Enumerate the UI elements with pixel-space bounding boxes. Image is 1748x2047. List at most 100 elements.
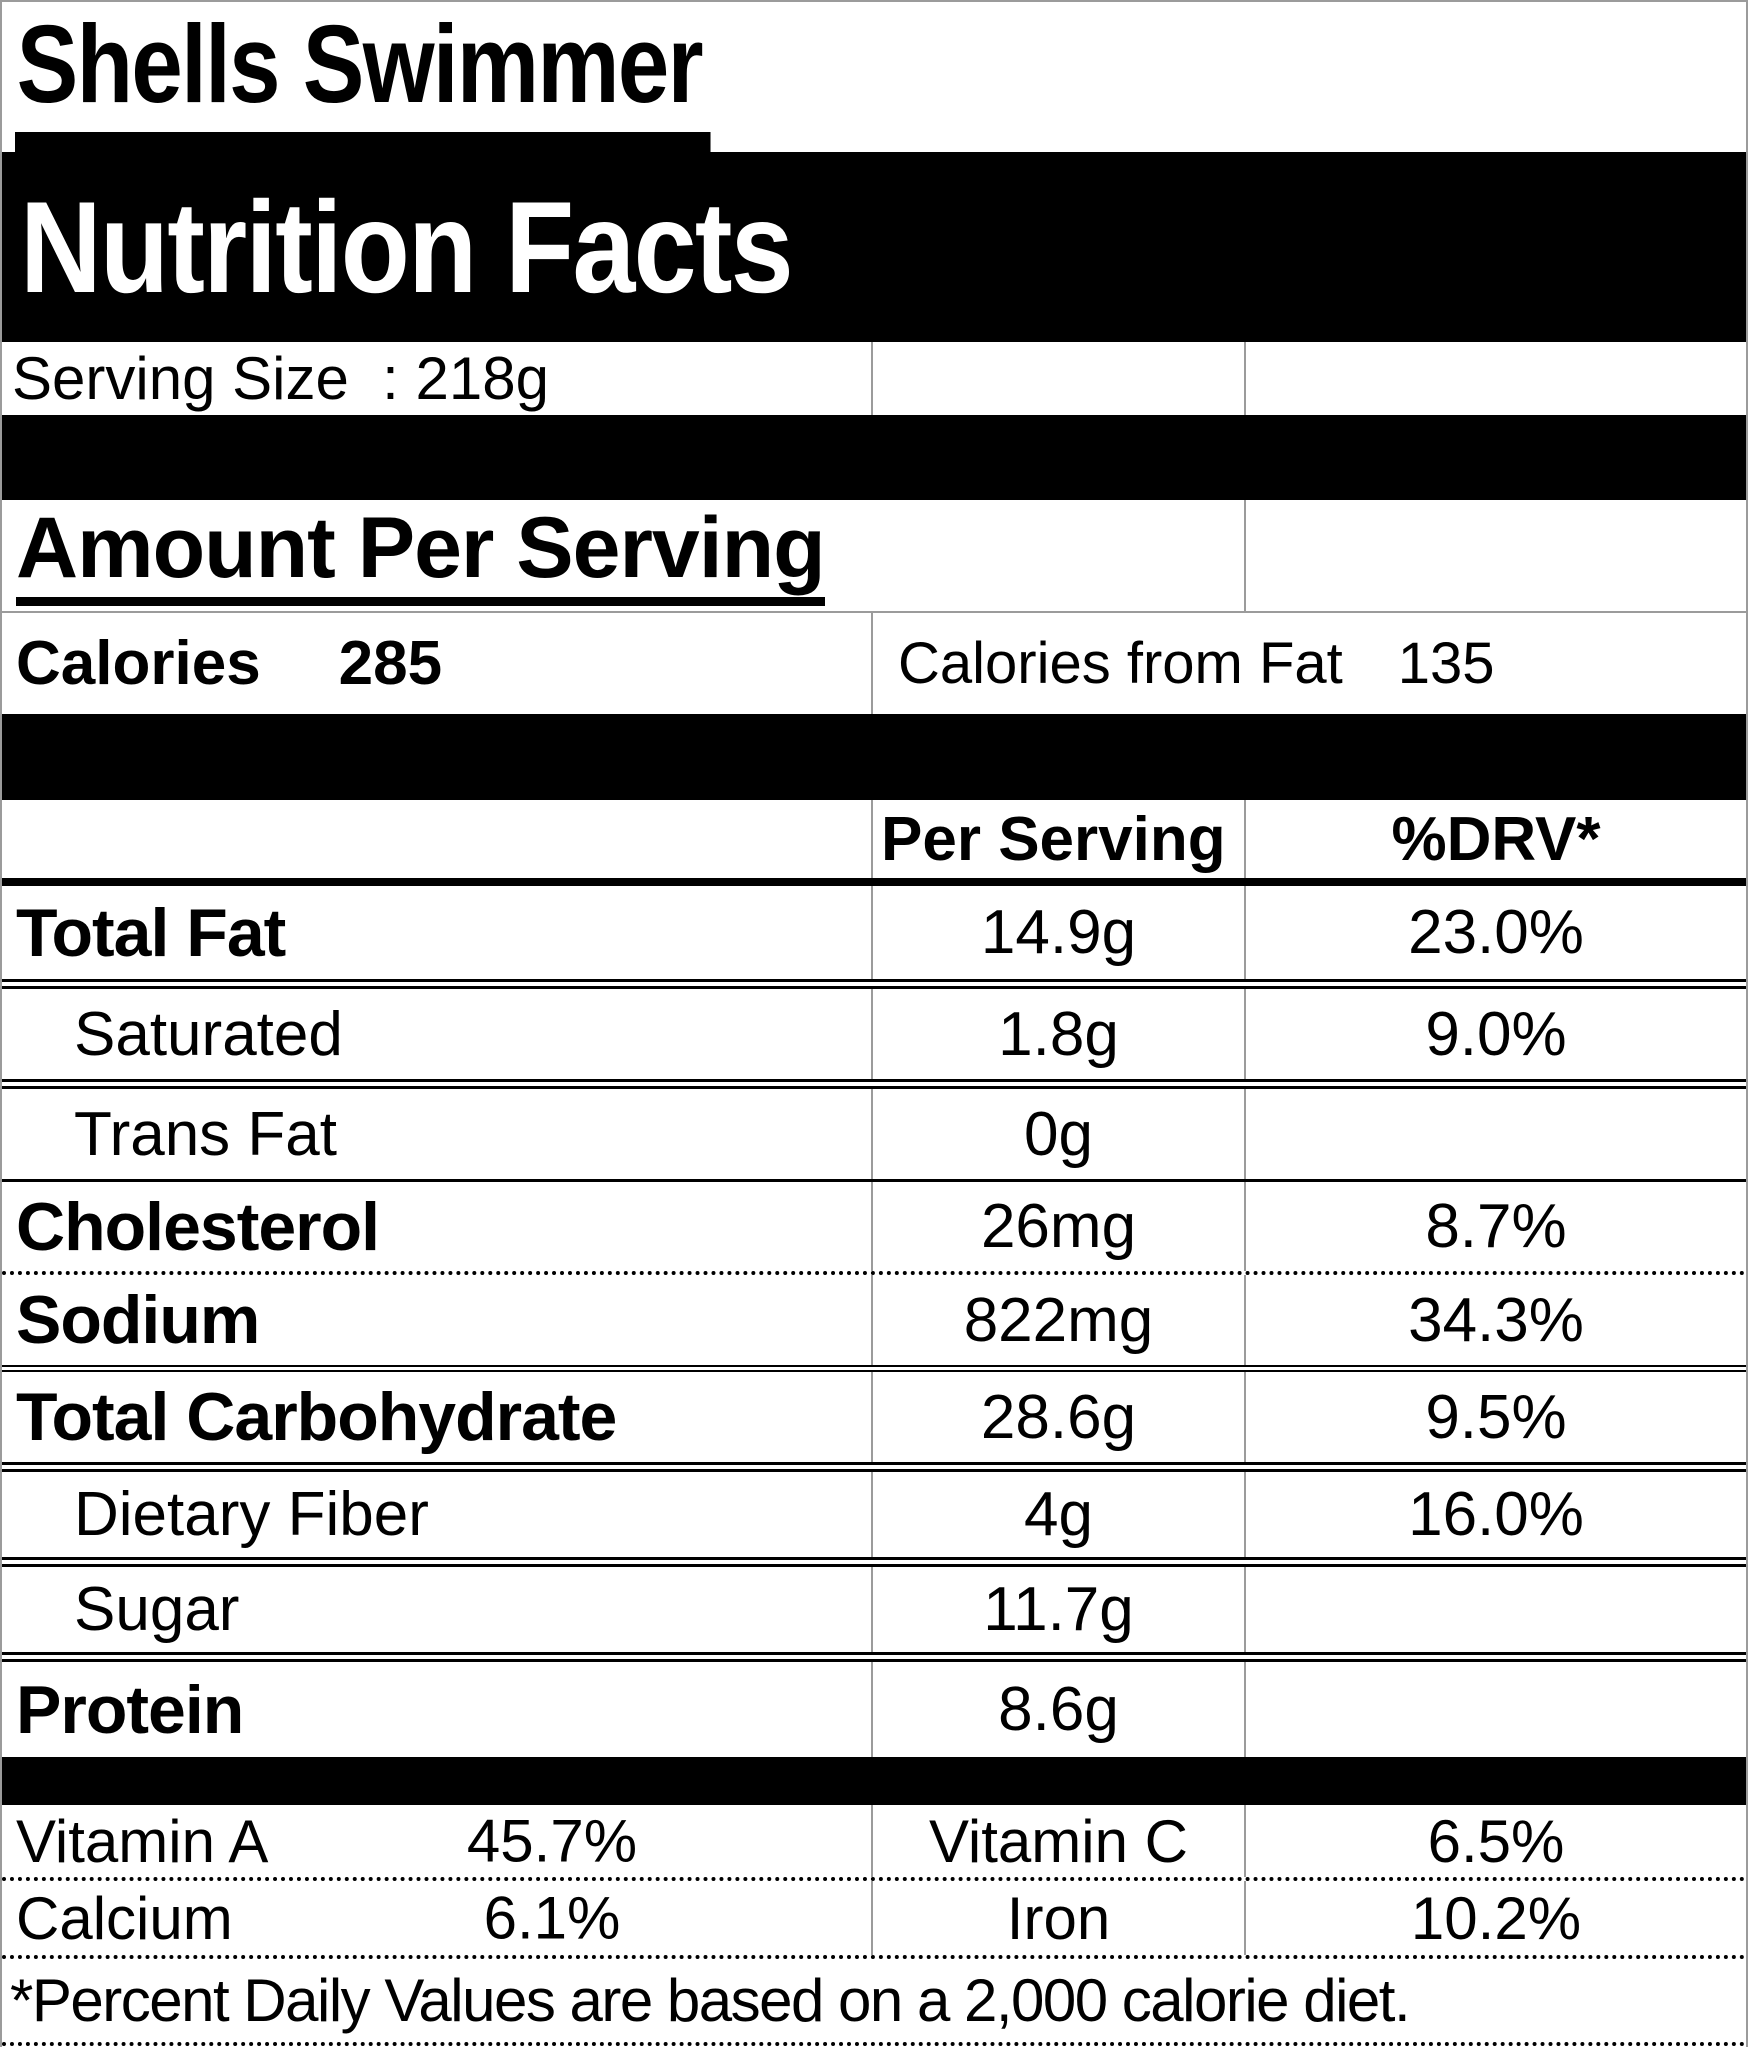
footnote-row: *Percent Daily Values are based on a 2,0… xyxy=(2,1959,1746,2046)
micronutrient-row-1: Vitamin A 45.7% Vitamin C 6.5% xyxy=(2,1805,1746,1881)
nutrient-name: Total Fat xyxy=(16,894,286,971)
footnote-text: *Percent Daily Values are based on a 2,0… xyxy=(10,1967,1411,2034)
serving-size-cell: Serving Size : 218g xyxy=(2,342,871,415)
divider-bar-1 xyxy=(2,415,1746,500)
vitamin-c-label: Vitamin C xyxy=(929,1807,1188,1875)
nutrient-row-saturated: Saturated 1.8g 9.0% xyxy=(2,989,1746,1089)
nutrient-row-sugar: Sugar 11.7g xyxy=(2,1567,1746,1662)
serving-empty-cell-2 xyxy=(1244,342,1746,415)
nutrient-name-cell: Trans Fat xyxy=(2,1089,871,1179)
nutrient-amount: 1.8g xyxy=(998,999,1119,1069)
nutrient-drv: 9.5% xyxy=(1425,1382,1567,1452)
calories-from-fat-label: Calories from Fat xyxy=(898,631,1343,696)
nutrient-amount: 14.9g xyxy=(980,898,1137,967)
calcium-value: 6.1% xyxy=(483,1884,621,1952)
nutrient-amount: 0g xyxy=(1024,1099,1093,1169)
nutrient-amount: 26mg xyxy=(980,1192,1137,1261)
nutrient-drv: 34.3% xyxy=(1408,1285,1584,1355)
vitamin-a-cell: Vitamin A 45.7% xyxy=(2,1805,871,1877)
iron-cell: Iron xyxy=(871,1881,1244,1955)
product-name: Shells Swimmer xyxy=(15,10,711,152)
calories-from-fat-cell: Calories from Fat 135 xyxy=(871,613,1746,714)
nutrient-drv-cell xyxy=(1244,1662,1746,1757)
nutrient-name-cell: Saturated xyxy=(2,989,871,1079)
nutrient-drv-cell: 9.0% xyxy=(1244,989,1746,1079)
amount-row-empty-cell xyxy=(1244,500,1746,611)
nutrient-amount: 11.7g xyxy=(983,1575,1134,1644)
nutrient-drv-cell: 34.3% xyxy=(1244,1275,1746,1365)
nutrient-amount-cell: 26mg xyxy=(871,1182,1244,1271)
micronutrient-row-2: Calcium 6.1% Iron 10.2% xyxy=(2,1881,1746,1959)
iron-label: Iron xyxy=(1006,1884,1111,1952)
calcium-cell: Calcium 6.1% xyxy=(2,1881,871,1955)
nutrient-name-cell: Sodium xyxy=(2,1275,871,1365)
nutrient-row-cholesterol: Cholesterol 26mg 8.7% xyxy=(2,1182,1746,1275)
serving-size-row: Serving Size : 218g xyxy=(2,342,1746,415)
nutrient-name-cell: Total Fat xyxy=(2,886,871,979)
drv-header: %DRV* xyxy=(1391,804,1601,874)
nutrient-amount-cell: 14.9g xyxy=(871,886,1244,979)
product-name-cell: Shells Swimmer xyxy=(2,10,1244,152)
nutrient-drv-cell: 8.7% xyxy=(1244,1182,1746,1271)
amount-per-serving-row: Amount Per Serving xyxy=(2,500,1746,613)
nutrient-amount: 8.6g xyxy=(998,1675,1119,1744)
nutrient-amount-cell: 822mg xyxy=(871,1275,1244,1365)
nutrient-name: Trans Fat xyxy=(74,1099,337,1169)
nutrient-name: Cholesterol xyxy=(16,1188,380,1265)
nutrient-amount-cell: 1.8g xyxy=(871,989,1244,1079)
amount-per-serving-text: Amount Per Serving xyxy=(16,505,826,606)
vitamin-c-value-cell: 6.5% xyxy=(1244,1805,1746,1877)
nutrient-name-cell: Protein xyxy=(2,1662,871,1757)
vitamin-c-value: 6.5% xyxy=(1427,1807,1565,1875)
nutrient-drv-cell: 23.0% xyxy=(1244,886,1746,979)
amount-per-serving-cell: Amount Per Serving xyxy=(2,500,1244,611)
nutrient-drv-cell xyxy=(1244,1567,1746,1652)
nutrient-name: Dietary Fiber xyxy=(74,1480,429,1549)
drv-header-cell: %DRV* xyxy=(1244,800,1746,878)
nutrient-name: Protein xyxy=(16,1671,244,1748)
nutrient-drv: 23.0% xyxy=(1408,898,1584,967)
column-header-row: Per Serving %DRV* xyxy=(2,800,1746,886)
nutrient-name-cell: Dietary Fiber xyxy=(2,1472,871,1557)
calories-value: 285 xyxy=(338,629,443,698)
nutrient-row-trans-fat: Trans Fat 0g xyxy=(2,1089,1746,1182)
nutrient-drv: 9.0% xyxy=(1425,999,1567,1069)
calories-label: Calories xyxy=(16,629,261,698)
nutrient-name: Sodium xyxy=(16,1282,260,1358)
nutrient-amount-cell: 28.6g xyxy=(871,1372,1244,1462)
product-name-row: Shells Swimmer xyxy=(2,2,1746,152)
nutrient-amount-cell: 8.6g xyxy=(871,1662,1244,1757)
nutrient-amount: 4g xyxy=(1024,1480,1093,1549)
serving-size-text: Serving Size : 218g xyxy=(12,345,549,412)
nutrient-name-cell: Cholesterol xyxy=(2,1182,871,1271)
nutrient-row-sodium: Sodium 822mg 34.3% xyxy=(2,1275,1746,1372)
nutrient-amount: 822mg xyxy=(963,1285,1154,1355)
nutrient-row-protein: Protein 8.6g xyxy=(2,1662,1746,1757)
per-serving-header: Per Serving xyxy=(881,804,1226,874)
nutrient-name: Total Carbohydrate xyxy=(16,1379,617,1455)
vitamin-a-value: 45.7% xyxy=(466,1807,638,1875)
iron-value-cell: 10.2% xyxy=(1244,1881,1746,1955)
header-empty-cell xyxy=(2,800,871,878)
calories-from-fat-value: 135 xyxy=(1397,631,1495,696)
calories-cell: Calories 285 xyxy=(2,613,871,714)
vitamin-a-label: Vitamin A xyxy=(16,1807,269,1875)
title-bar: Nutrition Facts xyxy=(2,152,1746,342)
nutrient-name: Saturated xyxy=(74,999,343,1069)
nutrient-row-total-carbohydrate: Total Carbohydrate 28.6g 9.5% xyxy=(2,1372,1746,1472)
serving-empty-cell-1 xyxy=(871,342,1244,415)
calcium-label: Calcium xyxy=(16,1884,233,1952)
nutrient-name: Sugar xyxy=(74,1575,240,1644)
nutrient-drv-cell: 9.5% xyxy=(1244,1372,1746,1462)
nutrient-row-dietary-fiber: Dietary Fiber 4g 16.0% xyxy=(2,1472,1746,1567)
nutrient-amount: 28.6g xyxy=(980,1382,1137,1452)
nutrient-drv-cell: 16.0% xyxy=(1244,1472,1746,1557)
nutrient-name-cell: Total Carbohydrate xyxy=(2,1372,871,1462)
iron-value: 10.2% xyxy=(1410,1884,1582,1952)
nutrient-row-total-fat: Total Fat 14.9g 23.0% xyxy=(2,886,1746,989)
nutrient-drv: 8.7% xyxy=(1425,1192,1567,1261)
calories-row: Calories 285 Calories from Fat 135 xyxy=(2,613,1746,714)
vitamin-c-cell: Vitamin C xyxy=(871,1805,1244,1877)
nutrient-amount-cell: 11.7g xyxy=(871,1567,1244,1652)
